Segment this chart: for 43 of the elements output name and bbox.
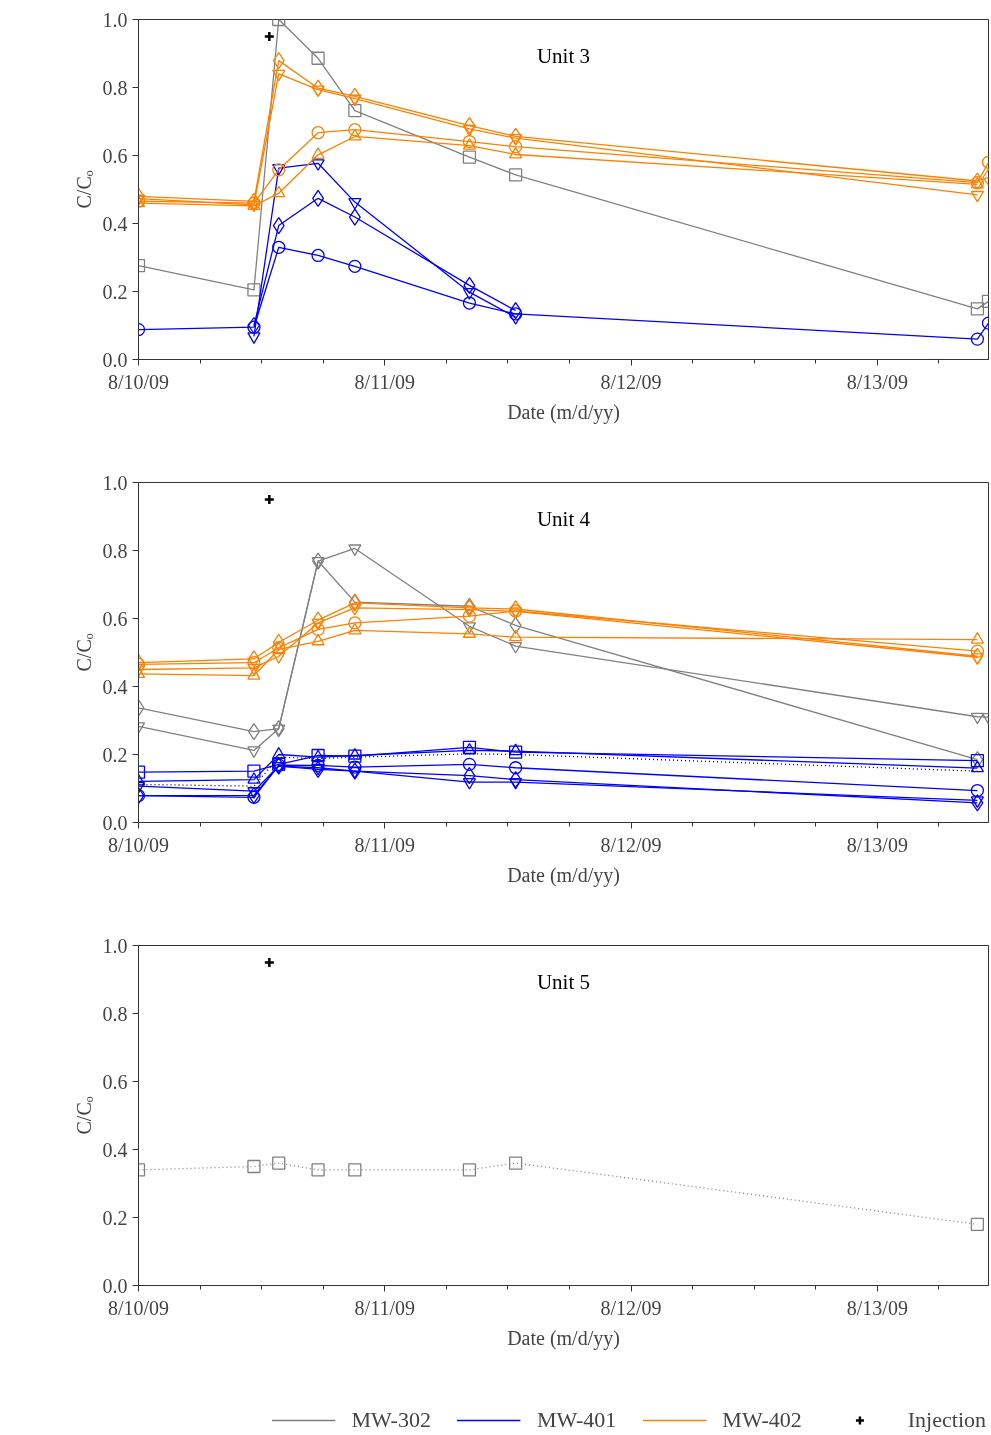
y-tick-label: 0.2 <box>102 743 128 766</box>
legend-label: Injection <box>907 1407 986 1433</box>
y-tick-label: 0.8 <box>102 1002 128 1025</box>
legend-label: MW-401 <box>536 1407 617 1433</box>
x-tick-label: 8/11/09 <box>354 833 415 856</box>
y-axis-title: C/Cₒ <box>72 633 95 672</box>
y-axis-title: C/Cₒ <box>72 1096 95 1135</box>
x-axis-title: Date (m/d/yy) <box>507 863 620 887</box>
legend-label: MW-302 <box>351 1407 431 1433</box>
x-tick-label: 8/13/09 <box>846 833 908 856</box>
x-tick-label: 8/10/09 <box>107 370 170 393</box>
y-tick-label: 0.2 <box>102 280 128 303</box>
y-tick-label: 0.4 <box>102 1138 128 1161</box>
x-tick-label: 8/10/09 <box>107 833 170 856</box>
y-tick-label: 1.0 <box>102 8 128 31</box>
y-tick-label: 1.0 <box>102 471 128 494</box>
y-tick-label: 0.6 <box>102 144 128 167</box>
text: Unit 3 <box>536 43 591 68</box>
y-tick-label: 0.0 <box>102 811 128 834</box>
x-tick-label: 8/11/09 <box>354 1296 415 1319</box>
text: Unit 5 <box>536 969 591 994</box>
y-tick-label: 0.0 <box>102 348 128 371</box>
x-tick-label: 8/12/09 <box>600 370 662 393</box>
y-tick-label: 1.0 <box>102 934 128 957</box>
x-tick-label: 8/12/09 <box>600 833 662 856</box>
y-tick-label: 0.4 <box>102 212 128 235</box>
x-tick-label: 8/12/09 <box>600 1296 662 1319</box>
y-tick-label: 0.8 <box>102 539 128 562</box>
legend-label: MW-402 <box>722 1407 802 1433</box>
y-tick-label: 0.2 <box>102 1206 128 1229</box>
x-tick-label: 8/10/09 <box>107 1296 170 1319</box>
y-tick-label: 0.6 <box>102 607 128 630</box>
text: Unit 4 <box>536 506 591 531</box>
x-tick-label: 8/13/09 <box>846 1296 908 1319</box>
y-tick-label: 0.0 <box>102 1274 128 1297</box>
y-tick-label: 0.6 <box>102 1070 128 1093</box>
y-axis-title: C/Cₒ <box>72 170 95 209</box>
x-axis-title: Date (m/d/yy) <box>507 400 620 424</box>
y-tick-label: 0.8 <box>102 76 128 99</box>
x-axis-title: Date (m/d/yy) <box>507 1326 620 1350</box>
y-tick-label: 0.4 <box>102 675 128 698</box>
x-tick-label: 8/11/09 <box>354 370 415 393</box>
x-tick-label: 8/13/09 <box>846 370 908 393</box>
